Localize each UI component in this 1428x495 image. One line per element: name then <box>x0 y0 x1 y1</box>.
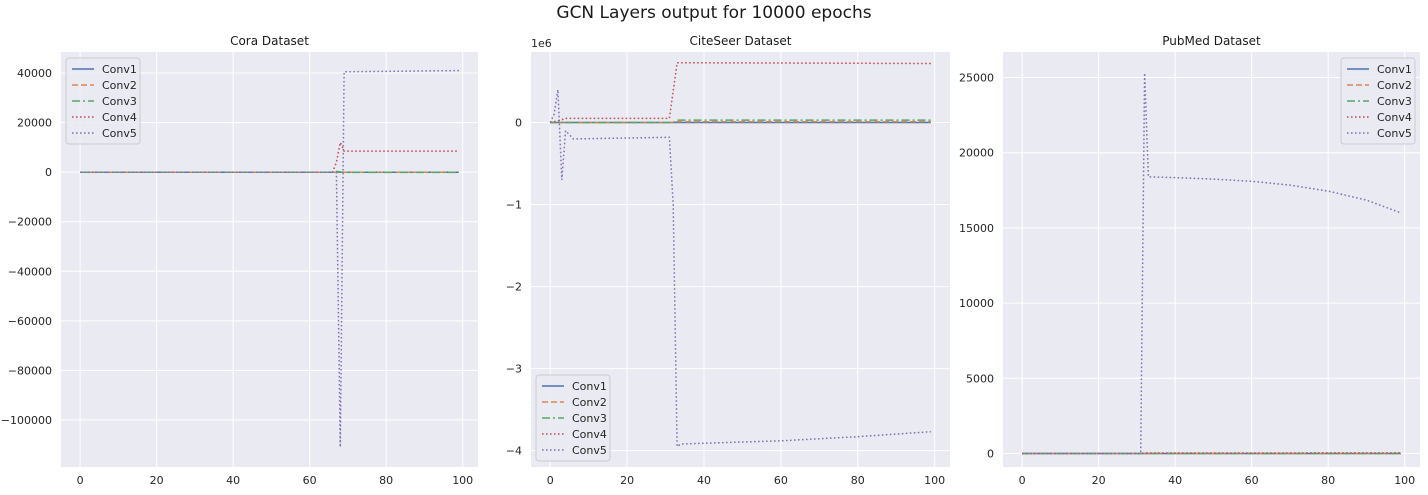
x-tick-label: 20 <box>150 474 164 487</box>
x-tick-label: 0 <box>77 474 84 487</box>
y-tick-label: −3 <box>506 363 522 376</box>
y-tick-label: 5000 <box>966 372 994 385</box>
legend-label: Conv2 <box>1377 79 1412 92</box>
y-tick-label: −20000 <box>8 216 52 229</box>
legend-label: Conv3 <box>1377 95 1412 108</box>
x-tick-label: 20 <box>620 474 634 487</box>
y-tick-label: −100000 <box>1 414 52 427</box>
y-tick-label: −40000 <box>8 265 52 278</box>
series-line-conv2 <box>550 120 931 124</box>
series-line-conv4 <box>80 139 459 173</box>
y-tick-label: 0 <box>987 447 994 460</box>
legend-label: Conv1 <box>1377 63 1412 76</box>
x-tick-label: 80 <box>851 474 865 487</box>
legend-label: Conv3 <box>572 412 607 425</box>
series-line-conv3 <box>80 170 459 174</box>
series-line-conv5 <box>549 89 931 448</box>
legend-label: Conv4 <box>572 428 607 441</box>
series-line-conv4 <box>1022 452 1401 455</box>
x-tick-label: 80 <box>1321 474 1335 487</box>
y-tick-label: 0 <box>45 166 52 179</box>
legend-box <box>1340 57 1416 145</box>
legend-label: Conv2 <box>572 396 607 409</box>
x-tick-label: 0 <box>1019 474 1026 487</box>
y-tick-label: −80000 <box>8 364 52 377</box>
y-tick-label: 40000 <box>17 67 52 80</box>
y-axis-multiplier: 1e6 <box>531 37 552 50</box>
legend-label: Conv5 <box>1377 127 1412 140</box>
legend-box <box>65 57 141 145</box>
legend-label: Conv4 <box>102 111 137 124</box>
legend-label: Conv3 <box>102 95 137 108</box>
x-tick-label: 100 <box>924 474 945 487</box>
subplot-title: CiteSeer Dataset <box>690 34 792 48</box>
y-tick-label: −60000 <box>8 315 52 328</box>
subplot-title: PubMed Dataset <box>1162 34 1261 48</box>
x-tick-label: 0 <box>547 474 554 487</box>
x-tick-label: 40 <box>697 474 711 487</box>
legend-label: Conv1 <box>102 63 137 76</box>
figure-title: GCN Layers output for 10000 epochs <box>556 3 872 23</box>
y-tick-label: −2 <box>506 281 522 294</box>
series-line-conv5 <box>80 69 459 448</box>
y-tick-label: 0 <box>515 117 522 130</box>
legend-label: Conv4 <box>1377 111 1412 124</box>
series-line-conv5 <box>1022 73 1402 455</box>
y-tick-label: 20000 <box>959 147 994 160</box>
y-tick-label: −4 <box>506 445 522 458</box>
x-tick-label: 100 <box>452 474 473 487</box>
legend-label: Conv1 <box>572 380 607 393</box>
x-tick-label: 20 <box>1092 474 1106 487</box>
y-tick-label: 20000 <box>17 117 52 130</box>
legend-label: Conv2 <box>102 79 137 92</box>
x-tick-label: 80 <box>379 474 393 487</box>
y-tick-label: −1 <box>506 199 522 212</box>
y-tick-label: 15000 <box>959 222 994 235</box>
y-tick-label: 10000 <box>959 297 994 310</box>
x-tick-label: 40 <box>226 474 240 487</box>
legend-label: Conv5 <box>102 127 137 140</box>
x-tick-label: 60 <box>1245 474 1259 487</box>
x-tick-label: 60 <box>774 474 788 487</box>
x-tick-label: 100 <box>1394 474 1415 487</box>
subplot-title: Cora Dataset <box>230 34 309 48</box>
y-tick-label: 25000 <box>959 72 994 85</box>
x-tick-label: 40 <box>1168 474 1182 487</box>
legend-box <box>535 374 611 462</box>
legend-label: Conv5 <box>572 444 607 457</box>
x-tick-label: 60 <box>303 474 317 487</box>
